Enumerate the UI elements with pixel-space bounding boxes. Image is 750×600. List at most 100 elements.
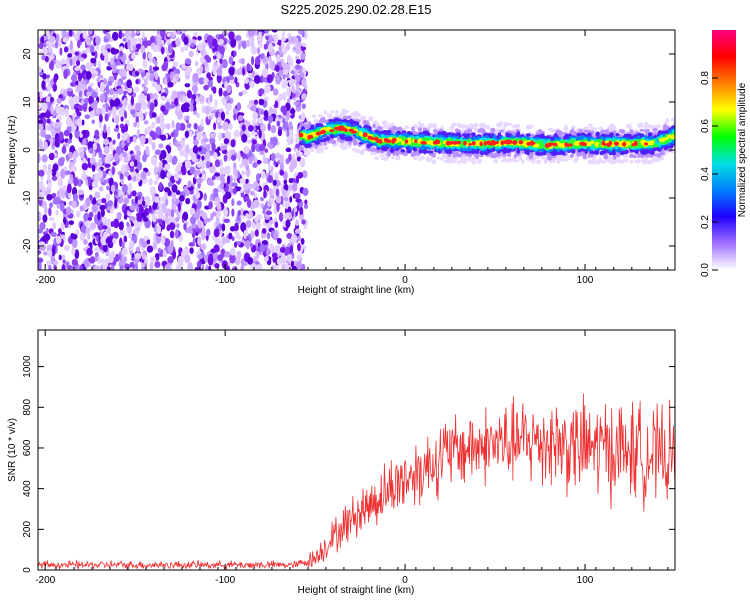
noise-blob bbox=[126, 79, 133, 89]
noise-blob bbox=[229, 247, 236, 256]
noise-blob bbox=[60, 58, 67, 65]
noise-blob bbox=[191, 222, 197, 229]
noise-blob bbox=[155, 84, 162, 92]
ridge-cell bbox=[351, 147, 358, 152]
noise-blob bbox=[135, 246, 141, 253]
noise-blob bbox=[97, 198, 102, 205]
noise-blob bbox=[250, 45, 257, 55]
ridge-cell bbox=[613, 155, 617, 160]
ridge-cell bbox=[342, 145, 348, 151]
ridge-cell bbox=[490, 153, 496, 159]
noise-blob bbox=[134, 253, 141, 259]
ridge-cell bbox=[558, 131, 564, 136]
noise-blob bbox=[239, 163, 244, 168]
noise-blob bbox=[224, 251, 231, 258]
noise-blob bbox=[160, 105, 166, 112]
noise-blob bbox=[73, 177, 79, 187]
noise-blob bbox=[293, 43, 298, 48]
noise-blob bbox=[107, 126, 111, 136]
ridge-cell bbox=[361, 148, 368, 152]
noise-blob bbox=[246, 132, 251, 139]
noise-blob bbox=[210, 112, 215, 119]
noise-blob bbox=[240, 170, 246, 176]
ridge-cell bbox=[330, 110, 335, 114]
noise-blob bbox=[166, 32, 172, 38]
noise-blob bbox=[268, 42, 273, 52]
noise-blob bbox=[159, 154, 163, 161]
noise-blob bbox=[292, 182, 298, 192]
noise-blob bbox=[109, 99, 114, 108]
noise-blob bbox=[113, 190, 118, 196]
noise-blob bbox=[148, 205, 152, 213]
noise-blob bbox=[135, 102, 142, 112]
noise-blob bbox=[302, 187, 309, 197]
noise-blob bbox=[45, 227, 49, 234]
noise-blob bbox=[207, 255, 214, 266]
noise-blob bbox=[266, 74, 273, 84]
noise-blob bbox=[234, 35, 242, 41]
noise-blob bbox=[128, 240, 135, 248]
ridge-cell bbox=[445, 156, 452, 161]
noise-blob bbox=[109, 57, 114, 65]
noise-blob bbox=[141, 31, 145, 40]
ridge-cell bbox=[505, 149, 511, 154]
noise-blob bbox=[203, 254, 209, 263]
noise-blob bbox=[38, 42, 44, 50]
ridge-cell bbox=[549, 129, 556, 133]
noise-blob bbox=[255, 173, 261, 182]
noise-blob bbox=[295, 64, 301, 70]
noise-blob bbox=[260, 170, 266, 180]
noise-blob bbox=[67, 53, 73, 58]
noise-blob bbox=[197, 146, 202, 152]
noise-blob bbox=[252, 162, 258, 169]
ridge-cell bbox=[595, 131, 600, 137]
ridge-cell bbox=[298, 151, 304, 157]
noise-blob bbox=[228, 66, 235, 76]
noise-blob bbox=[164, 163, 171, 171]
noise-blob bbox=[89, 256, 96, 264]
noise-blob bbox=[58, 254, 62, 261]
noise-blob bbox=[172, 155, 178, 165]
noise-blob bbox=[219, 45, 225, 55]
noise-blob bbox=[136, 30, 140, 35]
noise-blob bbox=[184, 44, 189, 52]
noise-blob bbox=[229, 187, 234, 194]
noise-blob bbox=[65, 261, 70, 268]
noise-blob bbox=[277, 129, 283, 137]
ridge-cell bbox=[662, 124, 668, 129]
noise-blob bbox=[134, 51, 139, 56]
noise-blob bbox=[167, 189, 172, 197]
noise-blob bbox=[87, 161, 91, 168]
noise-blob bbox=[149, 65, 153, 75]
ridge-cell bbox=[490, 127, 496, 133]
noise-blob bbox=[45, 96, 51, 103]
noise-blob bbox=[58, 106, 65, 116]
noise-blob bbox=[94, 255, 99, 262]
ridge-cell bbox=[536, 159, 542, 165]
noise-blob bbox=[151, 112, 157, 118]
noise-blob bbox=[254, 56, 261, 66]
noise-blob bbox=[80, 64, 86, 71]
noise-blob bbox=[205, 264, 210, 270]
noise-blob bbox=[236, 102, 241, 112]
noise-blob bbox=[285, 158, 290, 165]
noise-blob bbox=[301, 42, 307, 47]
noise-blob bbox=[270, 136, 274, 145]
noise-blob bbox=[188, 130, 193, 137]
ridge-cell bbox=[644, 156, 648, 162]
noise-blob bbox=[224, 95, 231, 100]
ridge-cell bbox=[346, 115, 352, 120]
noise-blob bbox=[47, 181, 52, 190]
noise-blob bbox=[285, 219, 291, 228]
noise-blob bbox=[301, 78, 307, 86]
ridge-cell bbox=[655, 158, 660, 163]
noise-blob bbox=[102, 129, 108, 140]
ridge-cell bbox=[440, 157, 445, 161]
noise-blob bbox=[180, 46, 185, 53]
noise-blob bbox=[167, 181, 173, 187]
noise-blob bbox=[154, 260, 161, 268]
noise-blob bbox=[45, 110, 51, 119]
noise-blob bbox=[59, 47, 63, 56]
ridge-cell bbox=[612, 125, 617, 130]
